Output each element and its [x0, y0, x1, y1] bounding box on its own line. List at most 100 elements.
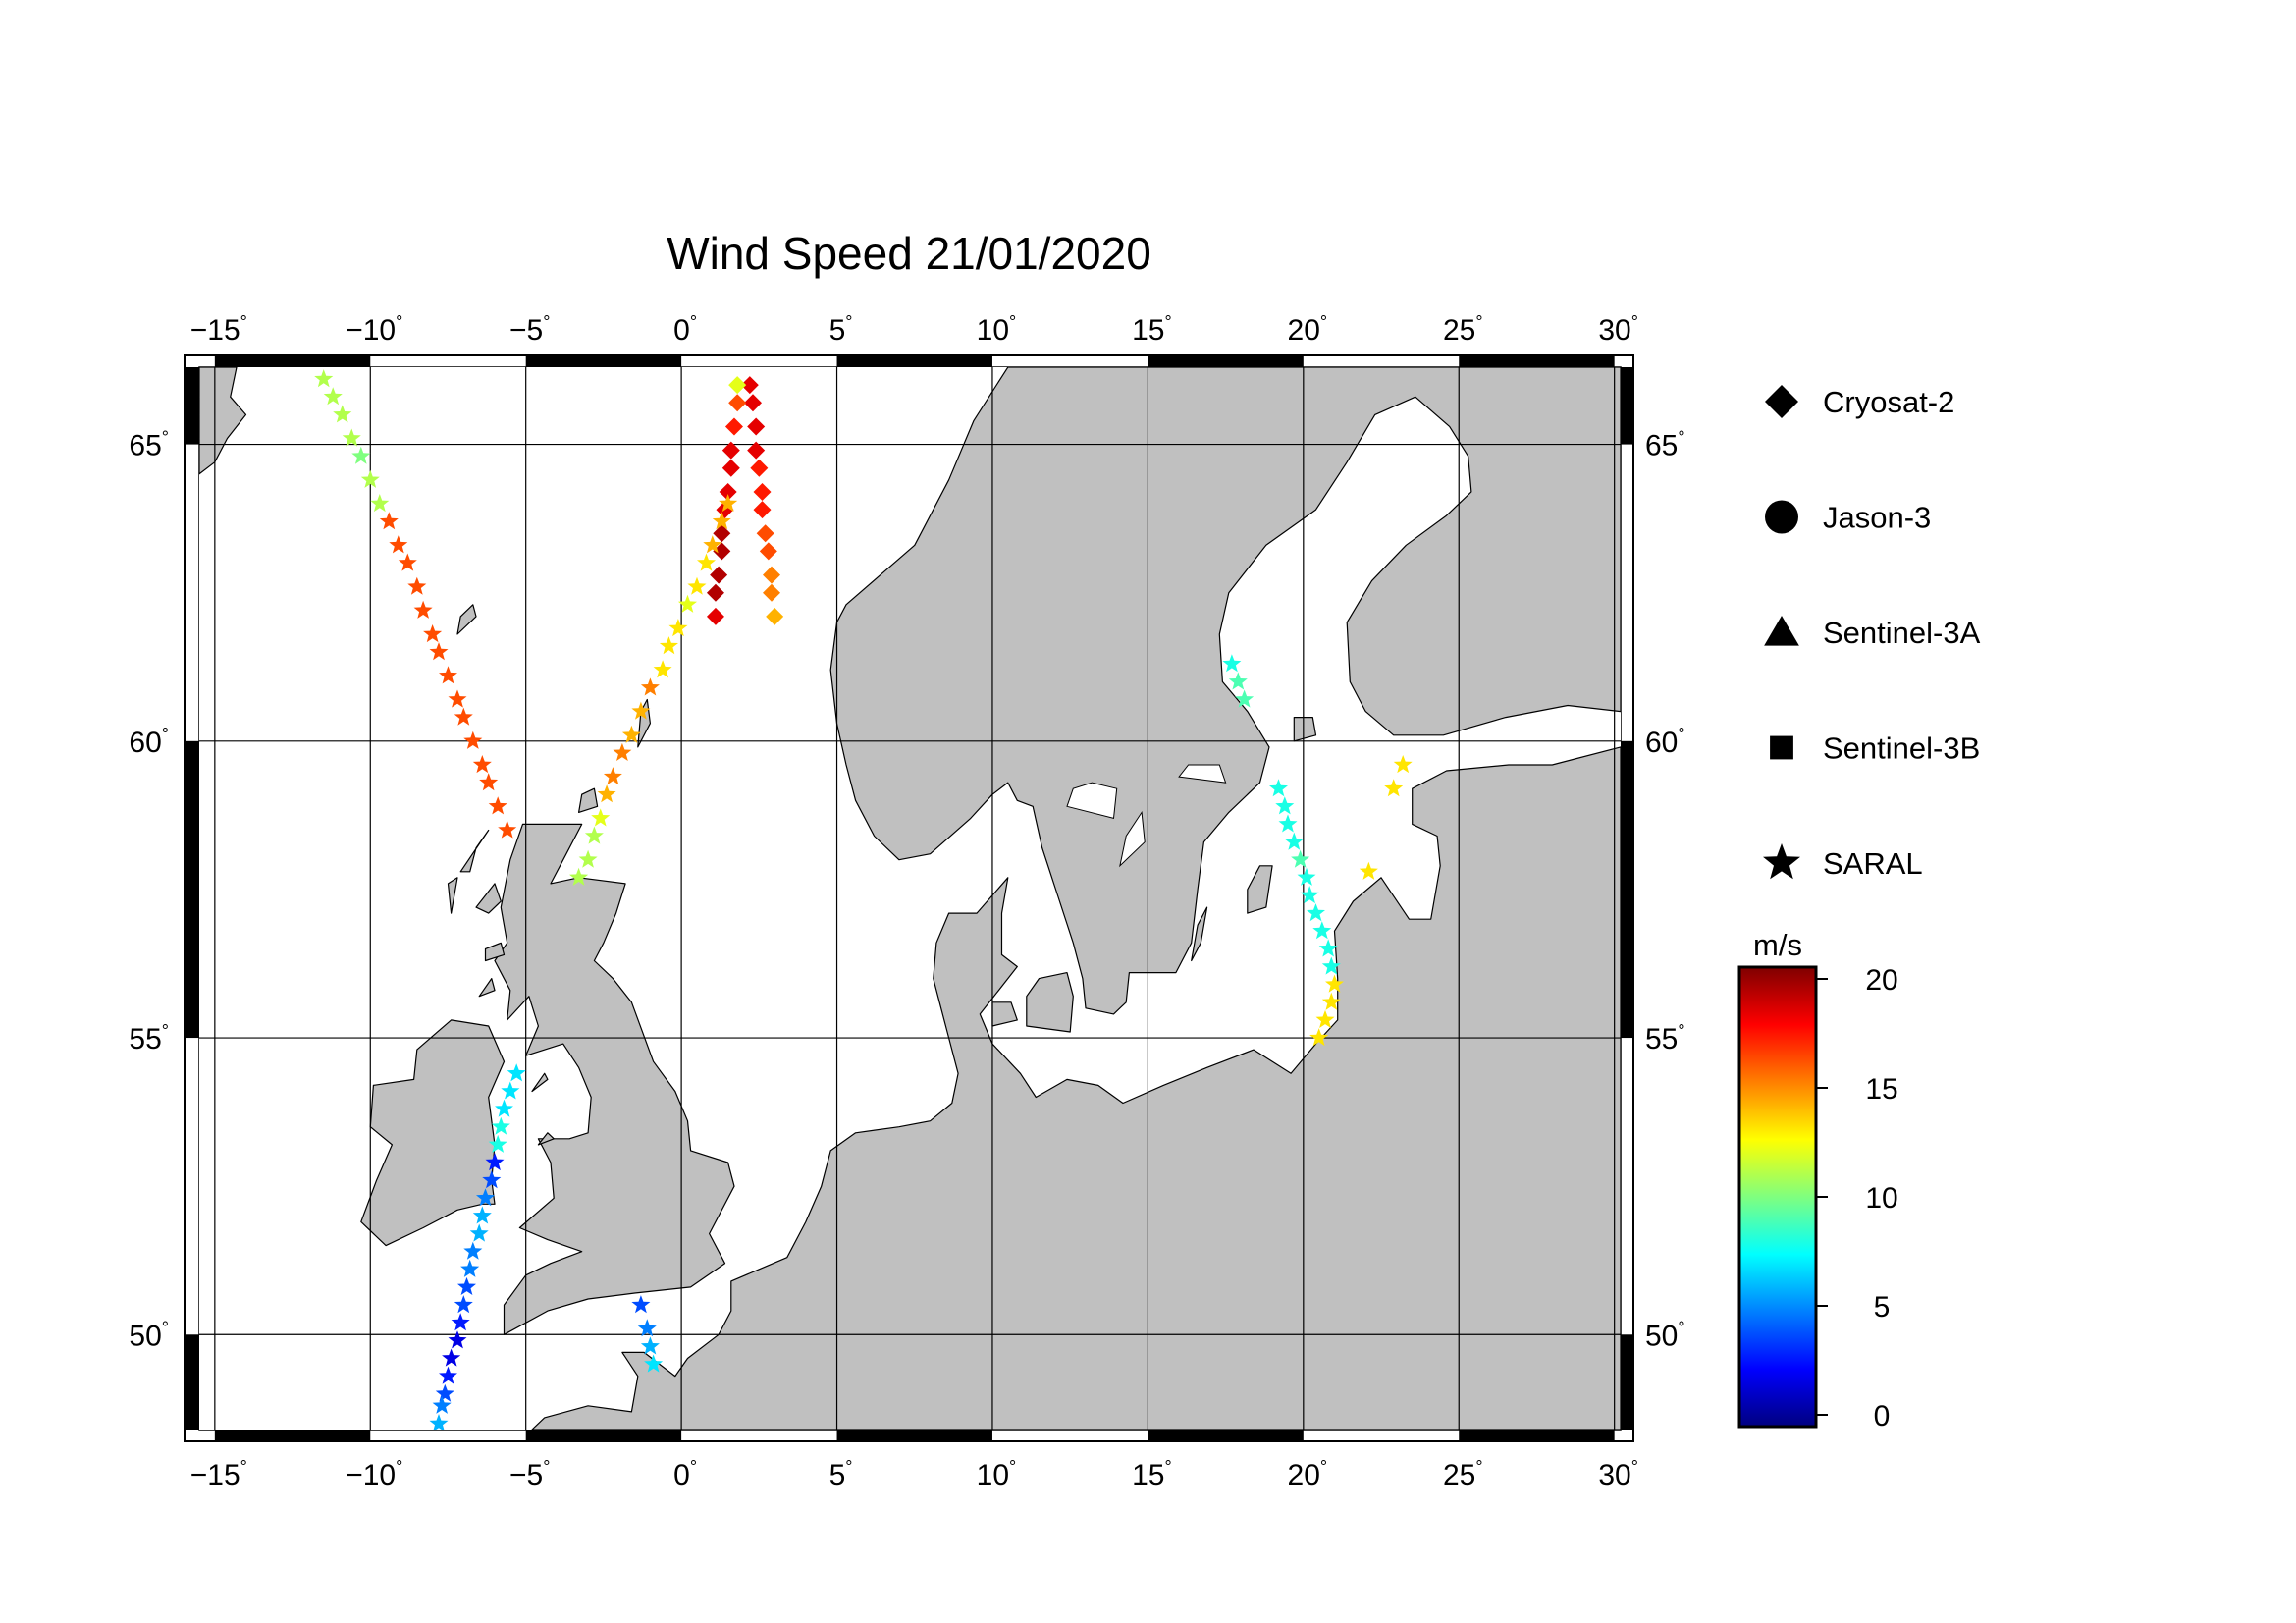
islay-land [478, 977, 496, 998]
star-marker [432, 1395, 452, 1414]
degree-symbol: ° [1164, 312, 1171, 332]
anglesey-land [537, 1132, 555, 1146]
star-marker [482, 1170, 502, 1189]
track-cryosat-2-0 [740, 376, 784, 625]
star-marker [398, 553, 417, 571]
zealand-land [1026, 971, 1074, 1033]
star-marker [454, 1295, 473, 1314]
star-marker [360, 469, 380, 488]
frame-top-segment [214, 355, 371, 367]
star-marker [653, 660, 672, 678]
star-marker [1315, 1009, 1335, 1028]
axis-tick-label: 50° [1645, 1318, 1685, 1352]
diamond-marker [721, 459, 740, 477]
star-marker [569, 867, 589, 886]
axis-tick-label: 5° [829, 312, 853, 347]
skye-land [475, 883, 502, 914]
axis-tick-label: 0° [673, 312, 697, 347]
axis-tick-label: 60° [129, 725, 169, 759]
legend-item: Cryosat-2 [1765, 385, 1954, 419]
uist-land [447, 877, 458, 914]
aland-land [1293, 716, 1317, 742]
frame-bottom-segment [214, 1430, 371, 1441]
degree-symbol: ° [1320, 1457, 1327, 1477]
degree-symbol: ° [1475, 1457, 1482, 1477]
degree-symbol: ° [240, 312, 247, 332]
star-marker [1235, 689, 1255, 708]
star-marker [712, 512, 731, 530]
star-marker [631, 701, 651, 720]
satellite-legend: Cryosat-2 Jason-3 Sentinel-3A Sentinel-3B SA… [1763, 385, 1981, 881]
malaren-lake [1178, 764, 1227, 784]
diamond-marker [763, 566, 781, 584]
star-marker [439, 666, 457, 684]
star-marker [333, 405, 352, 423]
star-marker [637, 1319, 657, 1337]
frame-top-segment [836, 355, 992, 367]
star-marker [1325, 974, 1344, 993]
frame-right-segment [1621, 1334, 1633, 1430]
star-marker [719, 494, 738, 513]
oland-land [1191, 906, 1208, 962]
axis-tick-label: 55° [129, 1021, 169, 1055]
axis-tick-label: 20° [1288, 312, 1328, 347]
circle-icon [1765, 500, 1798, 534]
diamond-marker [747, 441, 766, 460]
star-marker [613, 742, 632, 761]
star-marker [472, 755, 492, 774]
star-marker [479, 773, 499, 791]
diamond-marker [743, 394, 762, 412]
star-marker [501, 1081, 520, 1100]
gotland-land [1247, 865, 1273, 914]
diamond-marker [759, 542, 777, 561]
axis-tick-label: 65° [129, 428, 169, 462]
star-marker [1222, 654, 1242, 673]
degree-symbol: ° [162, 1318, 169, 1337]
greenland-iceland-edge-land [199, 367, 247, 475]
star-marker [439, 1366, 457, 1384]
ireland-land [360, 1019, 506, 1247]
star-marker [451, 1313, 470, 1331]
track-saral-6 [1222, 654, 1255, 708]
track-saral-2 [314, 369, 517, 839]
colorbar-tick-label: 5 [1874, 1291, 1891, 1324]
star-marker [1275, 796, 1295, 815]
degree-symbol: ° [1475, 312, 1482, 332]
star-marker [687, 576, 707, 595]
track-saral-8 [1359, 755, 1413, 880]
star-marker [1359, 861, 1378, 880]
degree-symbol: ° [396, 1457, 402, 1477]
star-marker [1393, 755, 1413, 774]
norway-sweden-finland-land [829, 367, 1621, 1015]
degree-symbol: ° [845, 1457, 852, 1477]
axis-tick-label: 10° [977, 1457, 1017, 1491]
star-marker [370, 494, 390, 513]
axis-tick-label: 30° [1598, 312, 1638, 347]
degree-symbol: ° [1678, 725, 1684, 744]
star-marker [472, 1206, 492, 1224]
legend-item: Sentinel-3B [1770, 731, 1980, 766]
frame-right-segment [1621, 367, 1633, 445]
star-marker [697, 553, 716, 571]
degree-symbol: ° [1631, 1457, 1638, 1477]
star-marker [314, 369, 334, 388]
colorbar-tick-label: 10 [1865, 1182, 1897, 1215]
map-title: Wind Speed 21/01/2020 [667, 228, 1151, 279]
star-marker [379, 512, 399, 530]
star-marker [1300, 886, 1319, 904]
star-marker [1318, 939, 1338, 957]
star-marker [677, 594, 697, 613]
star-marker [389, 535, 408, 554]
star-marker [703, 535, 722, 554]
frame-top-segment [525, 355, 682, 367]
star-marker [1228, 672, 1248, 690]
diamond-marker [706, 607, 724, 625]
diamond-marker [766, 607, 784, 625]
star-marker [435, 1383, 454, 1402]
star-marker [323, 387, 343, 406]
colorbar-unit: m/s [1753, 928, 1802, 962]
diamond-marker [753, 482, 772, 501]
star-marker [631, 1295, 651, 1314]
great-britain-land [494, 823, 735, 1335]
